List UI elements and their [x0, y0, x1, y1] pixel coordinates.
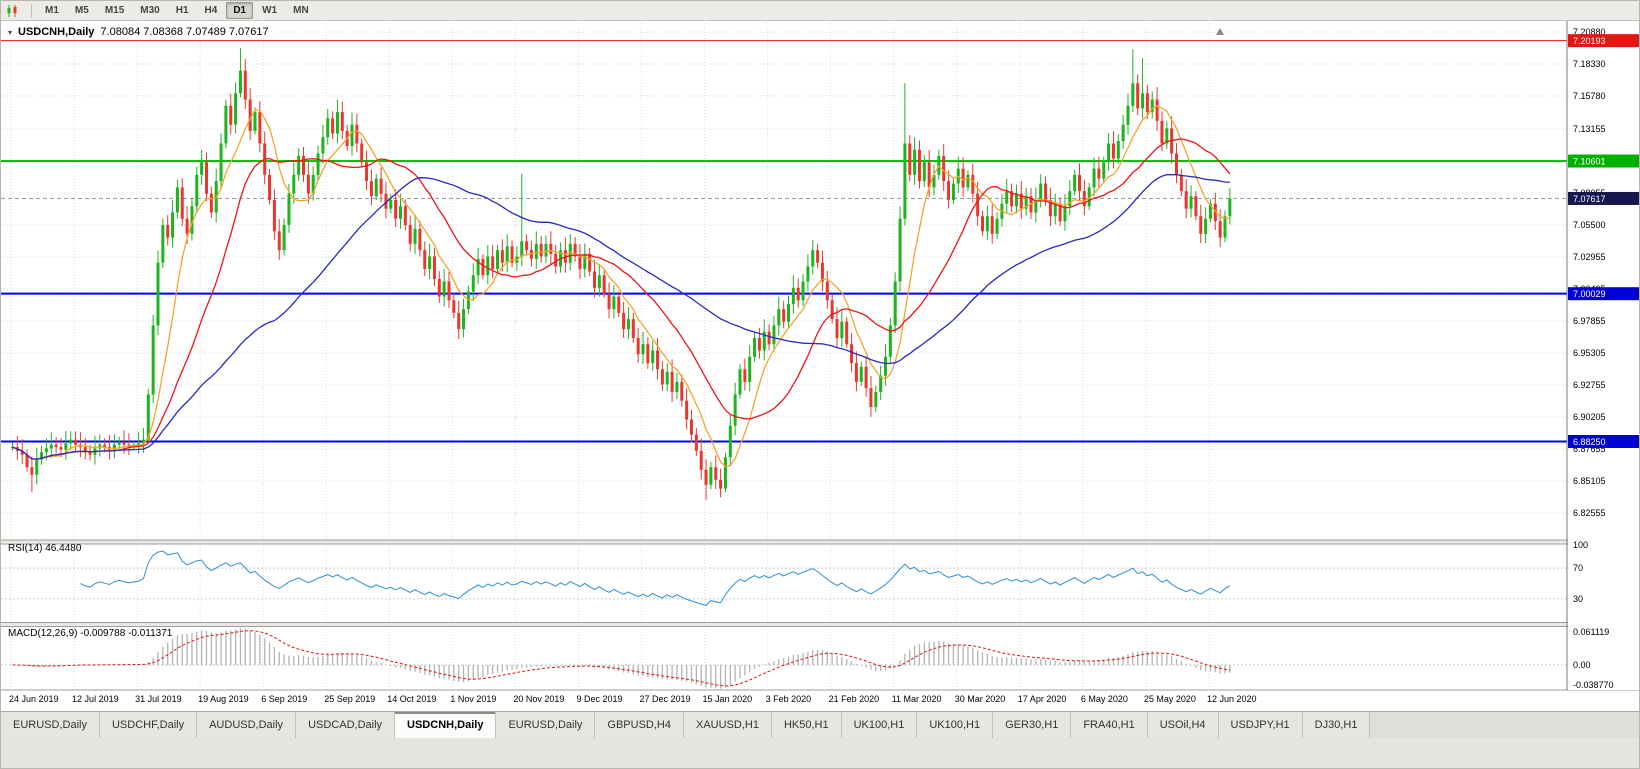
timeframe-button-m30[interactable]: M30 [140, 5, 160, 16]
svg-text:7.20880: 7.20880 [1573, 27, 1606, 37]
svg-text:3 Feb 2020: 3 Feb 2020 [766, 694, 812, 704]
svg-text:11 Mar 2020: 11 Mar 2020 [892, 694, 942, 704]
toolbar-separator [31, 3, 32, 18]
timeframe-button-m5[interactable]: M5 [74, 5, 89, 16]
svg-text:14 Oct 2019: 14 Oct 2019 [387, 694, 436, 704]
chart-tabs-bar: EURUSD,Daily USDCHF,Daily AUDUSD,Daily USDC… [1, 711, 1639, 738]
timeframe-button-m1[interactable]: M1 [45, 5, 59, 16]
svg-text:25 Sep 2019: 25 Sep 2019 [324, 694, 375, 704]
timeframe-toolbar: M1 M5 M15 M30 H1 H4 D1 W1 MN [1, 1, 1639, 21]
rsi-line [80, 550, 1231, 606]
svg-text:6.92755: 6.92755 [1573, 380, 1606, 390]
timeframe-button-h1[interactable]: H1 [175, 5, 189, 16]
macd-indicator-label: MACD(12,26,9) -0.009788 -0.011371 [8, 628, 173, 639]
svg-text:7.20193: 7.20193 [1573, 36, 1606, 46]
timeframe-button-d1[interactable]: D1 [226, 2, 254, 19]
timeframe-button-h4[interactable]: H4 [204, 5, 218, 16]
chart-tab-ger30-h1[interactable]: GER30,H1 [993, 712, 1072, 738]
date-axis[interactable]: 24 Jun 2019 12 Jul 2019 31 Jul 2019 19 Aug … [9, 694, 1256, 704]
ma-20-line [12, 138, 1231, 460]
panel-separators[interactable] [1, 539, 1640, 691]
price-scale[interactable]: 7.208807.183307.157807.131557.106057.080… [1566, 21, 1640, 690]
svg-text:100: 100 [1573, 540, 1588, 550]
svg-text:6.90205: 6.90205 [1573, 412, 1606, 422]
svg-text:12 Jul 2019: 12 Jul 2019 [72, 694, 119, 704]
chart-tab-audusd-daily[interactable]: AUDUSD,Daily [197, 712, 297, 738]
svg-text:6.97855: 6.97855 [1573, 316, 1606, 326]
chart-tab-usdcad-daily[interactable]: USDCAD,Daily [296, 712, 396, 738]
svg-text:7.18330: 7.18330 [1573, 59, 1606, 69]
chart-symbol-label: USDCNH,Daily [18, 26, 95, 38]
chart-tab-usoil-h4[interactable]: USOil,H4 [1147, 712, 1219, 738]
svg-text:30 Mar 2020: 30 Mar 2020 [955, 694, 1006, 704]
svg-text:7.07617: 7.07617 [1573, 194, 1606, 204]
svg-text:6.88250: 6.88250 [1573, 437, 1606, 447]
svg-text:21 Feb 2020: 21 Feb 2020 [829, 694, 880, 704]
svg-text:12 Jun 2020: 12 Jun 2020 [1207, 694, 1257, 704]
charts-icon-glyph [7, 4, 17, 17]
chart-tab-eurusd-daily[interactable]: EURUSD,Daily [1, 712, 100, 738]
svg-text:27 Dec 2019: 27 Dec 2019 [640, 694, 691, 704]
rsi-panel [1, 550, 1567, 606]
chart-tab-eurusd-daily[interactable]: EURUSD,Daily [496, 712, 596, 738]
chart-tab-hk50-h1[interactable]: HK50,H1 [771, 712, 842, 738]
chart-shift-marker [1216, 28, 1224, 35]
svg-text:70: 70 [1573, 563, 1583, 573]
status-bar [1, 737, 1639, 768]
svg-text:17 Apr 2020: 17 Apr 2020 [1018, 694, 1067, 704]
chart-tab-usdchf-daily[interactable]: USDCHF,Daily [99, 712, 198, 738]
svg-text:30: 30 [1573, 594, 1583, 604]
ma-8-line [12, 105, 1230, 468]
chart-title: ▾ USDCNH,Daily 7.08084 7.08368 7.07489 7… [8, 26, 269, 38]
svg-text:0.061119: 0.061119 [1573, 627, 1609, 637]
svg-text:6.85105: 6.85105 [1573, 476, 1606, 486]
chart-ohlc-values: 7.08084 7.08368 7.07489 7.07617 [100, 26, 269, 38]
svg-text:6 May 2020: 6 May 2020 [1081, 694, 1128, 704]
svg-text:7.05500: 7.05500 [1573, 220, 1606, 230]
svg-text:31 Jul 2019: 31 Jul 2019 [135, 694, 182, 704]
chart-tab-gbpusd-h4[interactable]: GBPUSD,H4 [595, 712, 684, 738]
svg-text:7.10601: 7.10601 [1573, 157, 1606, 167]
price-markers: 7.20193 7.10601 7.00029 6.88250 7.07617 [1568, 34, 1639, 448]
chart-tab-xauusd-h1[interactable]: XAUUSD,H1 [683, 712, 772, 738]
svg-text:1 Nov 2019: 1 Nov 2019 [450, 694, 496, 704]
timeframe-buttons-group: M1 M5 M15 M30 H1 H4 D1 W1 MN [38, 2, 316, 19]
rsi-indicator-label: RSI(14) 46.4480 [8, 543, 82, 554]
grid-layer [1, 23, 1567, 689]
moving-averages-layer [12, 105, 1231, 468]
chart-tab-usdcnh-daily[interactable]: USDCNH,Daily [395, 712, 497, 738]
svg-text:7.15780: 7.15780 [1573, 91, 1606, 101]
chart-tab-uk100-h1[interactable]: UK100,H1 [917, 712, 994, 738]
collapse-triangle-icon[interactable]: ▾ [8, 27, 13, 37]
chart-tab-uk100-h1[interactable]: UK100,H1 [841, 712, 918, 738]
svg-text:-0.038770: -0.038770 [1573, 680, 1614, 690]
chart-tab-usdjpy-h1[interactable]: USDJPY,H1 [1218, 712, 1303, 738]
svg-text:25 May 2020: 25 May 2020 [1144, 694, 1196, 704]
timeframe-button-mn[interactable]: MN [293, 5, 309, 16]
charts-icon[interactable] [5, 4, 21, 18]
svg-text:7.00029: 7.00029 [1573, 289, 1606, 299]
svg-text:9 Dec 2019: 9 Dec 2019 [576, 694, 622, 704]
macd-panel [1, 628, 1567, 689]
svg-text:0.00: 0.00 [1573, 660, 1591, 670]
chart-tab-fra40-h1[interactable]: FRA40,H1 [1071, 712, 1148, 738]
svg-text:20 Nov 2019: 20 Nov 2019 [513, 694, 564, 704]
svg-text:19 Aug 2019: 19 Aug 2019 [198, 694, 249, 704]
svg-text:24 Jun 2019: 24 Jun 2019 [9, 694, 59, 704]
chart-canvas[interactable]: 7.208807.183307.157807.131557.106057.080… [1, 21, 1640, 711]
timeframe-button-m15[interactable]: M15 [104, 5, 125, 16]
svg-text:7.02955: 7.02955 [1573, 252, 1606, 262]
ma-55-line [12, 173, 1230, 460]
timeframe-button-w1[interactable]: W1 [262, 5, 278, 16]
svg-text:6.95305: 6.95305 [1573, 348, 1606, 358]
chart-tab-dj30-h1[interactable]: DJ30,H1 [1302, 712, 1371, 738]
svg-text:6.87655: 6.87655 [1573, 444, 1606, 454]
svg-text:15 Jan 2020: 15 Jan 2020 [703, 694, 753, 704]
svg-text:6 Sep 2019: 6 Sep 2019 [261, 694, 307, 704]
svg-text:6.82555: 6.82555 [1573, 508, 1606, 518]
svg-text:7.13155: 7.13155 [1573, 124, 1606, 134]
